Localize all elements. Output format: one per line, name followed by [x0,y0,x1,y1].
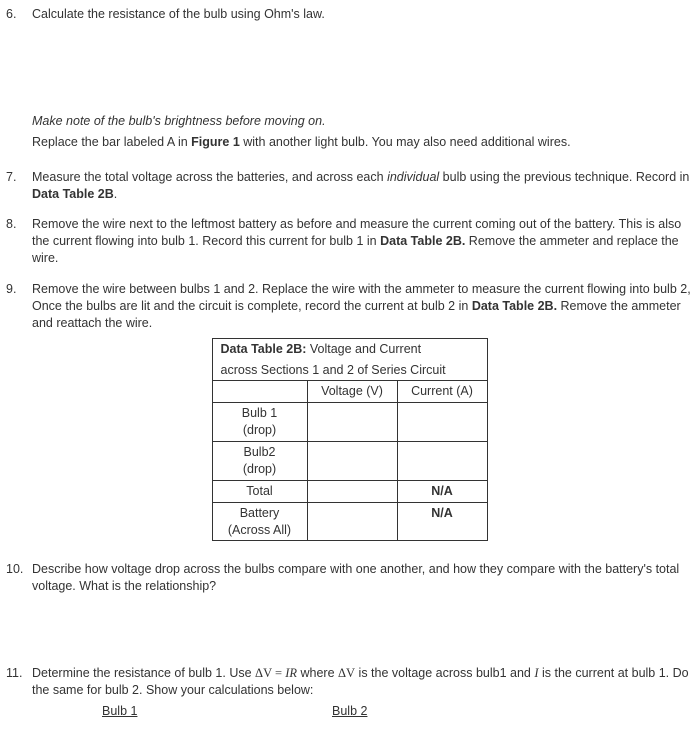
cell-total-current-na: N/A [397,480,487,502]
table-header-voltage: Voltage (V) [307,381,397,403]
table-subtitle: across Sections 1 and 2 of Series Circui… [212,360,487,381]
table-header-row: Voltage (V) Current (A) [212,381,487,403]
question-11-number: 11. [4,665,32,720]
q11-text-c: is the voltage across bulb1 and [355,666,534,680]
question-10-body: Describe how voltage drop across the bul… [32,561,695,595]
question-10: 10. Describe how voltage drop across the… [4,561,695,595]
question-7-number: 7. [4,169,32,203]
question-9: 9. Remove the wire between bulbs 1 and 2… [4,281,695,332]
rowhead-battery-b: (Across All) [228,523,291,537]
rowhead-bulb1-a: Bulb 1 [242,406,277,420]
q11-ir: IR [285,666,297,680]
rowhead-bulb2-b: (drop) [243,462,276,476]
question-11-body: Determine the resistance of bulb 1. Use … [32,665,695,720]
question-8-body: Remove the wire next to the leftmost bat… [32,216,695,267]
q9-datatable-ref: Data Table 2B. [472,299,557,313]
data-table-2b: Data Table 2B: Voltage and Current acros… [212,338,488,542]
cell-bulb1-current [397,403,487,442]
question-6: 6. Calculate the resistance of the bulb … [4,6,695,23]
rowhead-bulb1-b: (drop) [243,423,276,437]
q11-text-b: where [297,666,338,680]
note-spacer [4,113,32,155]
question-9-number: 9. [4,281,32,332]
note-line-2: Replace the bar labeled A in Figure 1 wi… [32,134,693,151]
cell-bulb2-voltage [307,442,397,481]
question-11: 11. Determine the resistance of bulb 1. … [4,665,695,720]
question-10-number: 10. [4,561,32,595]
note-text-c: with another light bulb. You may also ne… [240,135,571,149]
table-title-rest: Voltage and Current [306,342,421,356]
q7-individual: individual [387,170,439,184]
rowhead-total: Total [212,480,307,502]
rowhead-battery-a: Battery [240,506,280,520]
rowhead-bulb2-a: Bulb2 [244,445,276,459]
q7-text-e: . [114,187,117,201]
table-title-row: Data Table 2B: Voltage and Current [212,338,487,359]
q11-bulb2-col: Bulb 2 [332,703,367,720]
q8-datatable-ref: Data Table 2B. [380,234,465,248]
cell-total-voltage [307,480,397,502]
q11-bulb2-label: Bulb 2 [332,704,367,718]
q7-text-c: bulb using the previous technique. Recor… [439,170,689,184]
cell-battery-current-na: N/A [397,502,487,541]
q11-text-a: Determine the resistance of bulb 1. Use [32,666,255,680]
table-row-bulb2: Bulb2 (drop) [212,442,487,481]
data-table-2b-wrap: Data Table 2B: Voltage and Current acros… [4,338,695,542]
table-header-current: Current (A) [397,381,487,403]
question-6-body: Calculate the resistance of the bulb usi… [32,6,695,23]
table-subtitle-row: across Sections 1 and 2 of Series Circui… [212,360,487,381]
question-6-number: 6. [4,6,32,23]
q11-eq: = [272,666,285,680]
table-title-bold: Data Table 2B: [221,342,307,356]
table-title: Data Table 2B: Voltage and Current [212,338,487,359]
q11-delta-v-2: ΔV [338,666,355,680]
q7-text-a: Measure the total voltage across the bat… [32,170,387,184]
rowhead-bulb1: Bulb 1 (drop) [212,403,307,442]
question-7: 7. Measure the total voltage across the … [4,169,695,203]
table-row-total: Total N/A [212,480,487,502]
cell-bulb2-current [397,442,487,481]
q11-calc-row: Bulb 1 Bulb 2 [32,703,693,720]
rowhead-bulb2: Bulb2 (drop) [212,442,307,481]
question-9-body: Remove the wire between bulbs 1 and 2. R… [32,281,695,332]
q11-delta-v-1: ΔV [255,666,272,680]
table-header-blank [212,381,307,403]
q7-datatable-ref: Data Table 2B [32,187,114,201]
cell-battery-voltage [307,502,397,541]
q11-bulb1-col: Bulb 1 [32,703,332,720]
note-block: Make note of the bulb's brightness befor… [4,113,695,155]
note-text-a: Replace the bar labeled A in [32,135,191,149]
page: 6. Calculate the resistance of the bulb … [0,0,699,732]
question-8: 8. Remove the wire next to the leftmost … [4,216,695,267]
rowhead-battery: Battery (Across All) [212,502,307,541]
figure-1-ref: Figure 1 [191,135,240,149]
note-body: Make note of the bulb's brightness befor… [32,113,695,155]
q11-bulb1-label: Bulb 1 [102,704,137,718]
cell-bulb1-voltage [307,403,397,442]
note-italic: Make note of the bulb's brightness befor… [32,113,693,130]
question-7-body: Measure the total voltage across the bat… [32,169,695,203]
table-row-battery: Battery (Across All) N/A [212,502,487,541]
question-8-number: 8. [4,216,32,267]
table-row-bulb1: Bulb 1 (drop) [212,403,487,442]
